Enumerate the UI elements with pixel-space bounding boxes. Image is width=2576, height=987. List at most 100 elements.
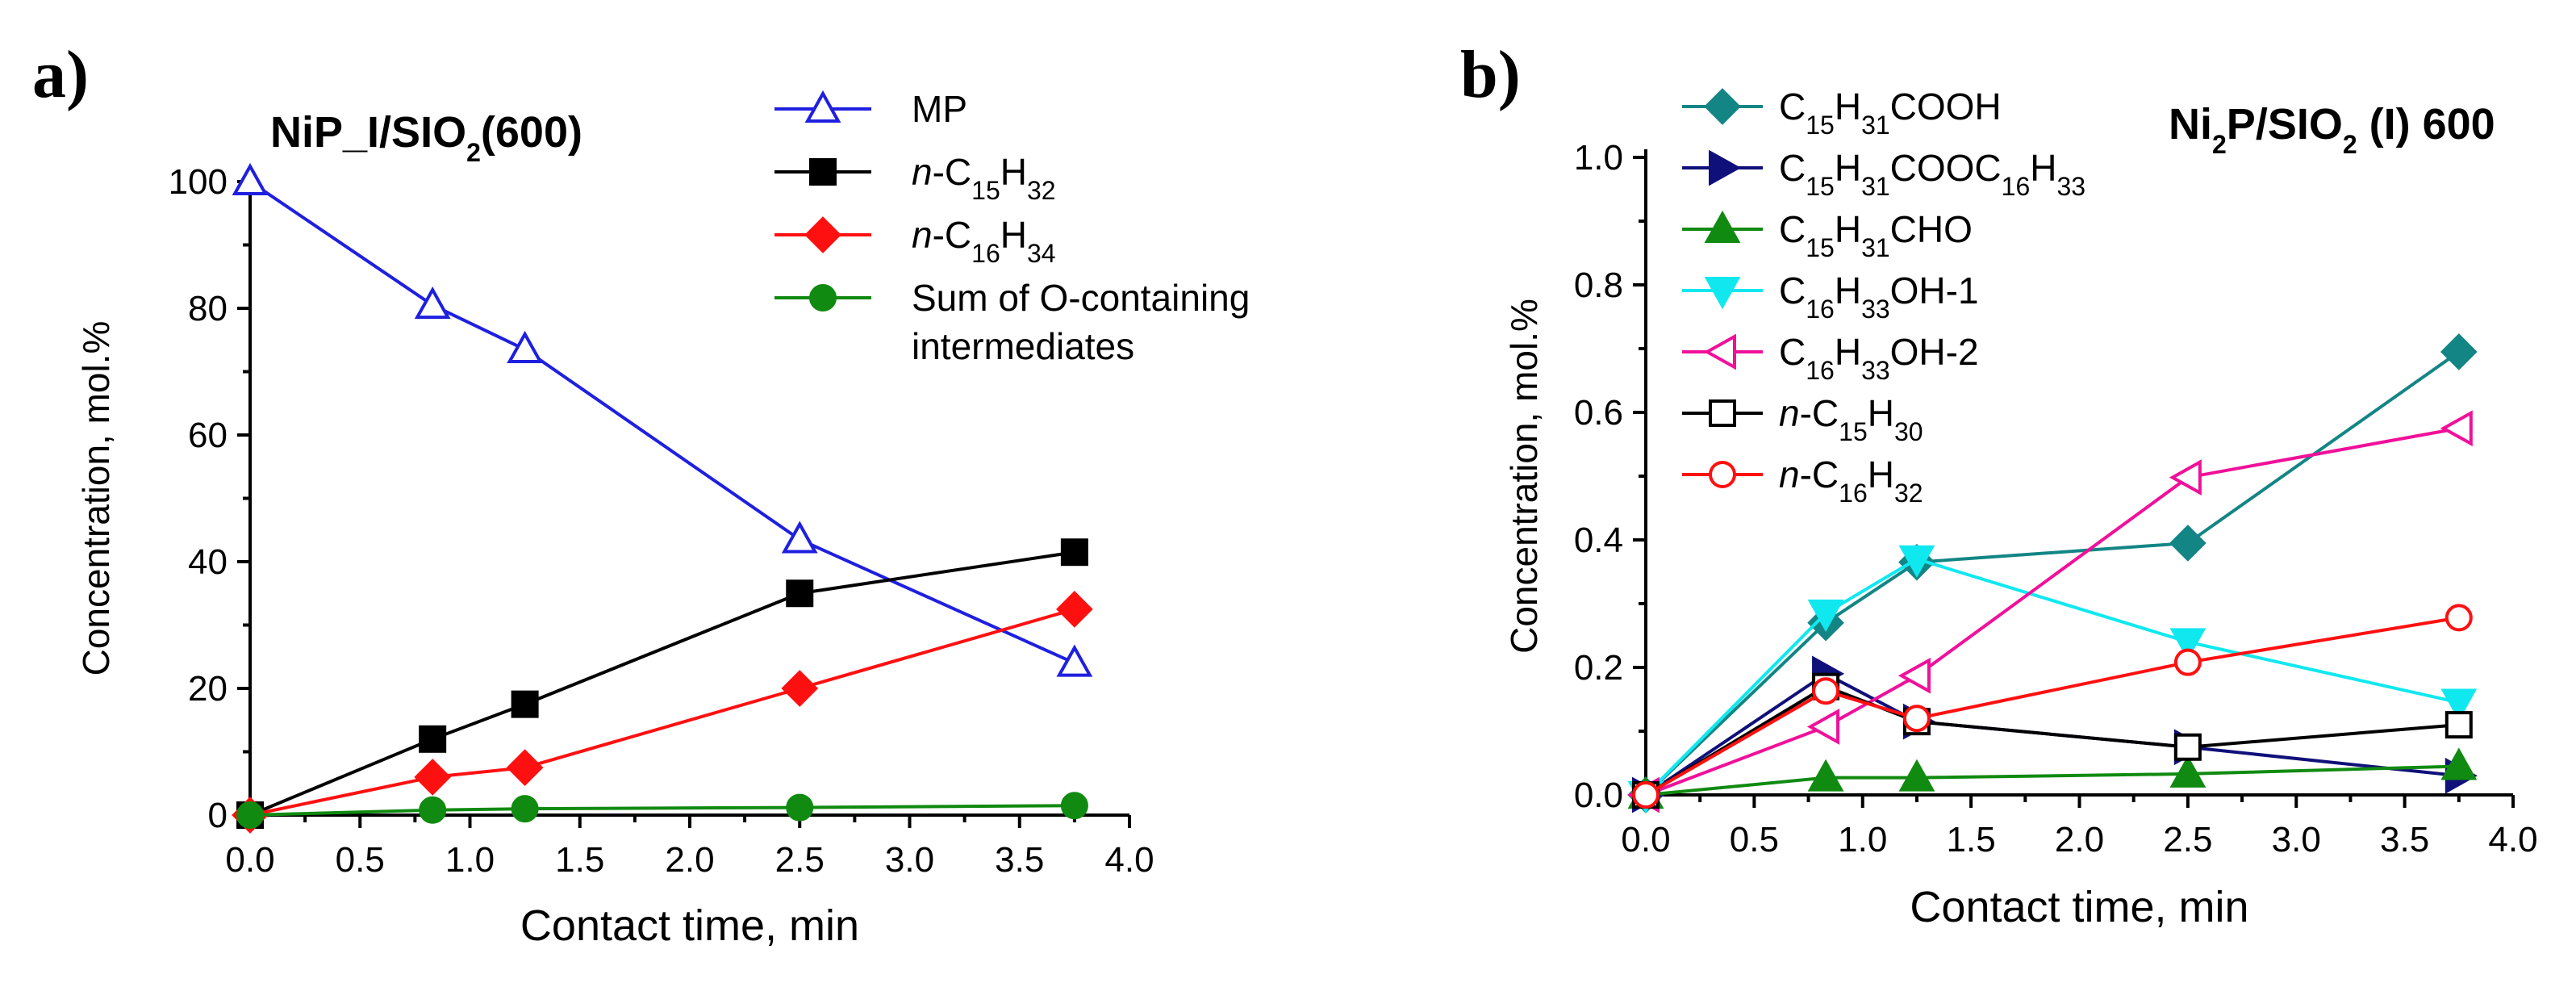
y-axis-title: Concentration, mol.%	[1503, 299, 1545, 654]
series-n-c16h34	[232, 591, 1093, 834]
x-axis-title: Contact time, min	[1910, 883, 2248, 931]
y-tick-label: 0	[208, 796, 228, 835]
data-point	[2169, 628, 2207, 661]
data-point	[2440, 747, 2478, 780]
legend-marker	[809, 158, 837, 186]
data-point	[1812, 677, 1840, 705]
series-line	[1645, 764, 2459, 797]
chart-title: NiP_I/SIO2(600)	[270, 108, 582, 167]
y-tick-label: 20	[188, 669, 228, 709]
legend-label: n-C15H30	[1779, 392, 1923, 446]
data-point	[1060, 792, 1088, 820]
legend-marker	[1704, 210, 1741, 243]
data-point	[781, 521, 818, 554]
x-tick-label: 3.5	[2380, 820, 2429, 859]
x-tick-label: 1.0	[1838, 820, 1887, 859]
x-tick-label: 2.5	[775, 840, 825, 880]
data-point	[1898, 545, 1935, 578]
data-point	[2173, 648, 2202, 676]
series-c15h31cooh	[1627, 333, 2478, 813]
data-point	[2169, 525, 2207, 562]
legend-marker	[804, 90, 841, 123]
panel-a-chart: a) NiP_I/SIO2(600) 0.0 0.5 1.0 1.5 2.0 2.5 3.0 3.…	[32, 37, 1250, 950]
legend-label: n-C16H32	[1779, 454, 1923, 508]
y-tick-label: 0.8	[1574, 266, 1623, 305]
y-tick-label: 0.0	[1574, 776, 1623, 815]
x-tick-label: 1.0	[445, 840, 495, 880]
data-point	[419, 796, 447, 824]
data-point	[1632, 781, 1660, 809]
data-point	[1807, 759, 1844, 792]
x-tick-label: 3.5	[995, 840, 1044, 880]
panel-b-chart: b) Ni2P/SIO2 (I) 600 0.0 0.5 1.0 1.5 2.0 2.5 3.0…	[1460, 37, 2538, 931]
data-point	[1060, 538, 1088, 567]
legend-item: C15H31COOH	[1682, 86, 2002, 140]
data-point	[2440, 688, 2478, 721]
y-tick-label: 0.4	[1574, 521, 1623, 560]
series-line	[249, 550, 1075, 817]
legend-label: n-C16H34	[912, 214, 1056, 268]
legend-item: n-C16H32	[1682, 454, 1923, 508]
data-point	[2440, 333, 2478, 370]
x-tick-label: 0.5	[336, 840, 385, 880]
series-line	[249, 607, 1075, 817]
legend-marker	[1709, 399, 1736, 427]
y-axis-title: Concentration, mol.%	[75, 321, 117, 676]
series-line	[1644, 350, 2460, 797]
data-point	[1056, 644, 1093, 677]
y-tick-label: 60	[188, 416, 228, 455]
x-tick-label: 0.5	[1730, 820, 1779, 859]
legend-item: n-C15H30	[1682, 392, 1923, 446]
legend-label: MP	[912, 88, 967, 130]
legend-marker	[1703, 333, 1736, 370]
data-point	[2440, 410, 2473, 447]
data-point	[1902, 705, 1931, 733]
x-tick-label: 0.0	[1621, 820, 1670, 859]
panel-label: a)	[32, 37, 89, 112]
data-point	[786, 793, 814, 822]
data-point	[1898, 759, 1935, 792]
legend-label: n-C15H32	[912, 151, 1056, 205]
data-point	[414, 286, 451, 320]
legend-label-line2: intermediates	[912, 325, 1134, 367]
legend-label: C16H33OH-2	[1779, 331, 1979, 385]
data-point	[232, 162, 269, 195]
series-n-c15h30	[1632, 672, 2473, 809]
panel-label: b)	[1460, 37, 1521, 112]
data-point	[1898, 657, 1931, 694]
legend-marker	[809, 284, 837, 312]
legend: MP n-C15H32 n-C16H34 Sum of O-containing int…	[774, 88, 1250, 367]
x-tick-label: 4.0	[2488, 820, 2537, 859]
legend-item: C15H31CHO	[1682, 208, 1973, 262]
x-tick-label: 1.5	[555, 840, 604, 880]
x-tick-label: 0.0	[225, 840, 274, 880]
data-point	[2169, 755, 2207, 788]
legend-label: C15H31COOH	[1779, 86, 2002, 140]
y-tick-label: 0.6	[1574, 393, 1623, 433]
data-point	[1807, 599, 1844, 632]
y-tick-label: 100	[169, 162, 228, 202]
legend-marker	[1709, 149, 1742, 186]
legend-marker	[804, 216, 841, 253]
legend-item: C16H33OH-1	[1682, 270, 1979, 324]
series-n-c16h32	[1632, 604, 2473, 809]
legend-marker	[1704, 277, 1741, 310]
data-point	[2444, 711, 2473, 739]
data-point	[414, 759, 452, 796]
legend-item: n-C15H32	[774, 151, 1056, 205]
x-tick-label: 3.0	[2272, 820, 2321, 859]
legend-item: C16H33OH-2	[1682, 331, 1979, 385]
data-point	[2169, 459, 2202, 496]
series-c15h31cho	[1627, 747, 2478, 809]
y-tick-label: 1.0	[1574, 138, 1623, 178]
x-tick-label: 4.0	[1104, 840, 1154, 880]
legend-label: Sum of O-containing	[912, 277, 1250, 319]
y-tick-label: 80	[188, 289, 228, 328]
series-n-c15h32	[236, 538, 1088, 829]
x-tick-label: 1.5	[1947, 820, 1996, 859]
chart-title: Ni2P/SIO2 (I) 600	[2169, 100, 2495, 159]
data-point	[1056, 591, 1093, 628]
legend-item: C15H31COOC16H33	[1682, 147, 2085, 201]
legend: C15H31COOH C15H31COOC16H33 C15H31CHO C16H33…	[1682, 86, 2085, 508]
